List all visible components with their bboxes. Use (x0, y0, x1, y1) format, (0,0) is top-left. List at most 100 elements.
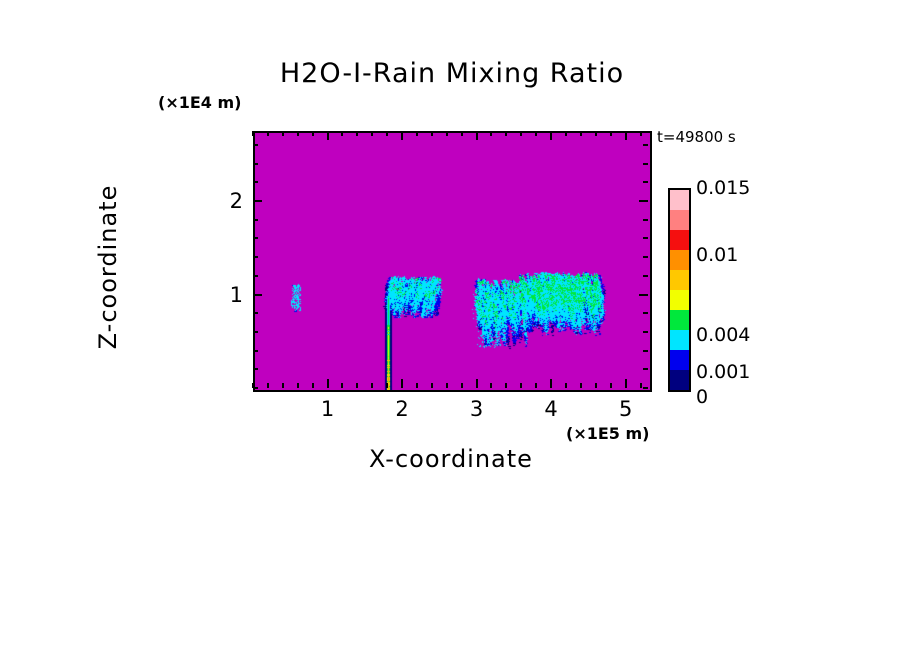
x-tick-minor (505, 383, 508, 388)
colorbar-band (670, 350, 689, 370)
y-tick-minor (253, 387, 258, 389)
x-tick-minor (639, 383, 642, 388)
x-tick-minor-top (311, 131, 314, 136)
colorbar-band (670, 190, 689, 210)
x-axis-units-label: (×1E5 m) (566, 424, 650, 443)
x-tick-minor-top (445, 131, 448, 136)
plot-area[interactable] (253, 131, 652, 392)
colorbar-tick-label: 0.015 (696, 177, 751, 199)
y-tick-minor (253, 181, 258, 184)
y-tick-minor-right (643, 144, 648, 147)
x-tick-major (326, 379, 329, 388)
y-axis-units-label: (×1E4 m) (158, 93, 242, 112)
y-tick-minor-right (643, 368, 648, 371)
y-tick-minor (253, 162, 258, 165)
x-tick-label: 5 (618, 397, 633, 421)
x-tick-minor-top (266, 131, 269, 136)
y-tick-major-right (639, 293, 648, 296)
x-tick-minor (520, 383, 523, 388)
x-tick-minor-top (415, 131, 418, 136)
x-tick-minor (460, 383, 463, 388)
y-tick-major (253, 200, 262, 203)
x-tick-minor (281, 383, 284, 388)
y-tick-minor (253, 237, 258, 240)
x-tick-minor (579, 383, 582, 388)
time-annotation: t=49800 s (657, 128, 736, 146)
x-tick-major (624, 379, 627, 388)
colorbar-band (670, 370, 689, 390)
y-tick-minor (253, 144, 258, 147)
y-tick-minor-right (643, 387, 648, 389)
x-tick-major (401, 379, 404, 388)
x-tick-minor (386, 383, 389, 388)
x-tick-minor (535, 383, 538, 388)
x-tick-minor-top (505, 131, 508, 136)
x-tick-minor-top (252, 131, 254, 136)
x-tick-label: 3 (469, 397, 484, 421)
heatmap-canvas (255, 133, 650, 390)
colorbar-tick-label: 0 (696, 386, 709, 408)
colorbar-band (670, 210, 689, 230)
y-tick-minor-right (643, 162, 648, 165)
x-tick-minor-top (356, 131, 359, 136)
y-tick-minor-right (643, 312, 648, 315)
x-tick-major-top (624, 131, 627, 140)
colorbar-band (670, 270, 689, 290)
x-tick-minor-top (579, 131, 582, 136)
y-tick-minor (253, 218, 258, 221)
x-tick-minor (609, 383, 612, 388)
colorbar[interactable] (668, 188, 691, 392)
x-tick-minor-top (565, 131, 568, 136)
y-tick-minor-right (643, 274, 648, 277)
colorbar-tick-label: 0.01 (696, 243, 739, 266)
y-tick-minor-right (643, 349, 648, 352)
y-tick-minor-right (643, 237, 648, 240)
x-tick-minor (311, 383, 314, 388)
x-tick-major-top (326, 131, 329, 140)
x-tick-major-top (550, 131, 553, 140)
y-tick-minor (253, 330, 258, 333)
x-tick-minor-top (609, 131, 612, 136)
x-tick-minor (430, 383, 433, 388)
y-tick-minor (253, 368, 258, 371)
x-tick-minor-top (490, 131, 493, 136)
x-tick-minor (296, 383, 299, 388)
x-tick-minor-top (281, 131, 284, 136)
y-axis-title: Z-coordinate (94, 184, 122, 350)
x-tick-major (475, 379, 478, 388)
y-tick-minor (253, 312, 258, 315)
x-tick-minor (341, 383, 344, 388)
x-tick-minor-top (386, 131, 389, 136)
x-tick-major (550, 379, 553, 388)
x-tick-major-top (401, 131, 404, 140)
x-tick-minor-top (535, 131, 538, 136)
x-tick-minor-top (296, 131, 299, 136)
y-tick-minor-right (643, 218, 648, 221)
y-tick-minor (253, 256, 258, 259)
x-tick-minor-top (639, 131, 642, 136)
x-tick-major-top (475, 131, 478, 140)
page-title: H2O-I-Rain Mixing Ratio (279, 58, 625, 89)
x-tick-minor-top (430, 131, 433, 136)
x-tick-minor (565, 383, 568, 388)
x-tick-minor (266, 383, 269, 388)
colorbar-band (670, 250, 689, 270)
x-tick-minor (445, 383, 448, 388)
y-tick-major-right (639, 200, 648, 203)
x-tick-minor-top (371, 131, 374, 136)
colorbar-band (670, 230, 689, 250)
x-tick-minor (490, 383, 493, 388)
y-tick-minor-right (643, 330, 648, 333)
x-tick-label: 2 (395, 397, 409, 421)
x-tick-minor (371, 383, 374, 388)
y-tick-label: 2 (229, 189, 243, 214)
x-tick-minor (415, 383, 418, 388)
y-tick-minor (253, 349, 258, 352)
x-tick-minor (252, 383, 254, 388)
colorbar-tick-label: 0.001 (696, 360, 751, 383)
x-axis-title: X-coordinate (369, 445, 533, 473)
colorbar-tick-label: 0.004 (696, 323, 751, 346)
x-tick-minor-top (594, 131, 597, 136)
colorbar-band (670, 310, 689, 330)
y-tick-minor (253, 274, 258, 277)
